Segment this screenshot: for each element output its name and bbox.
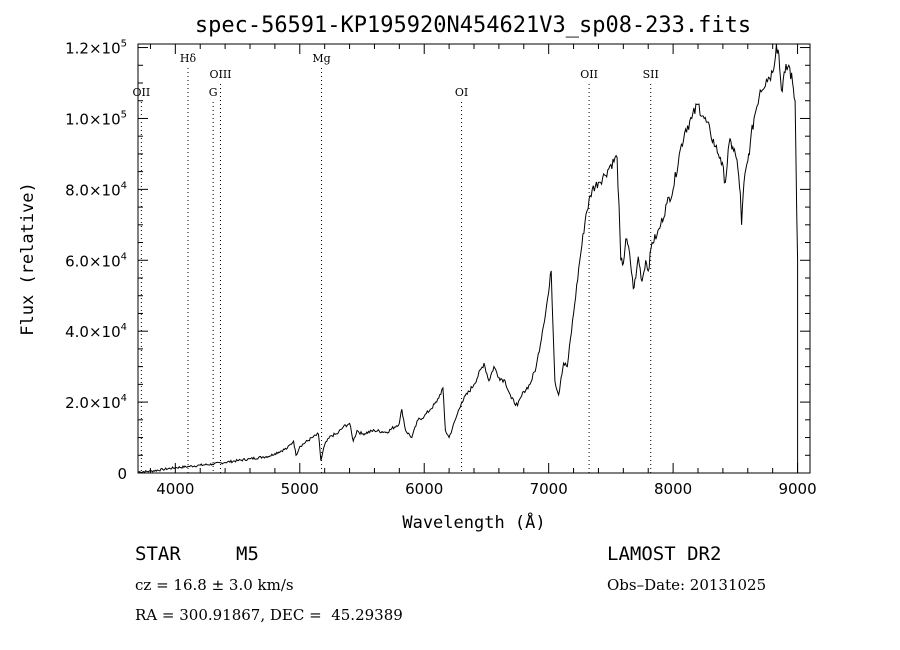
spectral-line-label: OI (455, 86, 468, 99)
y-tick-label: 0 (117, 465, 127, 483)
y-tick-label: 6.0×104 (65, 251, 127, 270)
redshift-text: cz = 16.8 ± 3.0 km/s (135, 576, 294, 594)
y-tick-mantissa: 1.0×10 (65, 110, 121, 128)
y-tick-label: 4.0×104 (65, 322, 127, 341)
spectral-line-label: OII (580, 68, 598, 81)
y-tick-mantissa: 0 (117, 465, 127, 483)
x-tick-label: 4000 (156, 480, 194, 498)
object-subclass: M5 (236, 543, 259, 565)
spectral-line-label: SII (643, 68, 659, 81)
obs-date-text: Obs–Date: 20131025 (607, 576, 766, 594)
chart-title: spec-56591-KP195920N454621V3_sp08-233.fi… (195, 13, 751, 38)
spectral-line-label: G (209, 86, 218, 99)
y-tick-label: 1.2×105 (65, 39, 127, 58)
y-tick-exponent: 4 (121, 322, 127, 333)
spectral-line-label: OIII (209, 68, 231, 81)
y-axis-label: Flux (relative) (18, 182, 38, 336)
spectral-line-label: Hδ (180, 52, 197, 65)
x-tick-label: 9000 (778, 480, 816, 498)
y-tick-exponent: 5 (121, 109, 127, 120)
y-tick-mantissa: 1.2×10 (65, 40, 121, 58)
x-tick-label: 8000 (654, 480, 692, 498)
axis-ticks: 4000 5000 6000 7000 8000 900002.0×1044.0×1046… (65, 39, 817, 498)
radec-text: RA = 300.91867, DEC = 45.29389 (135, 606, 403, 624)
y-tick-exponent: 4 (121, 393, 127, 404)
object-class: STAR (135, 543, 181, 565)
x-tick-label: 6000 (405, 480, 443, 498)
y-tick-mantissa: 4.0×10 (65, 323, 121, 341)
spectrum-line (138, 43, 799, 474)
y-tick-label: 1.0×105 (65, 109, 127, 128)
spectral-line-label: Mg (312, 52, 330, 65)
y-tick-exponent: 4 (121, 180, 127, 191)
spectral-line-label: OII (133, 86, 151, 99)
spectral-line-markers: OII Hδ G OIII Mg OI OII SII (133, 52, 659, 473)
x-axis-label: Wavelength (Å) (402, 511, 545, 533)
y-tick-mantissa: 6.0×10 (65, 252, 121, 270)
x-tick-label: 5000 (281, 480, 319, 498)
y-tick-mantissa: 2.0×10 (65, 394, 121, 412)
y-tick-exponent: 4 (121, 251, 127, 262)
plot-frame (137, 43, 811, 474)
y-tick-label: 8.0×104 (65, 180, 127, 199)
y-tick-exponent: 5 (121, 39, 127, 50)
x-tick-label: 7000 (530, 480, 568, 498)
survey-name: LAMOST DR2 (607, 543, 721, 565)
y-tick-mantissa: 8.0×10 (65, 181, 121, 199)
y-tick-label: 2.0×104 (65, 393, 127, 412)
